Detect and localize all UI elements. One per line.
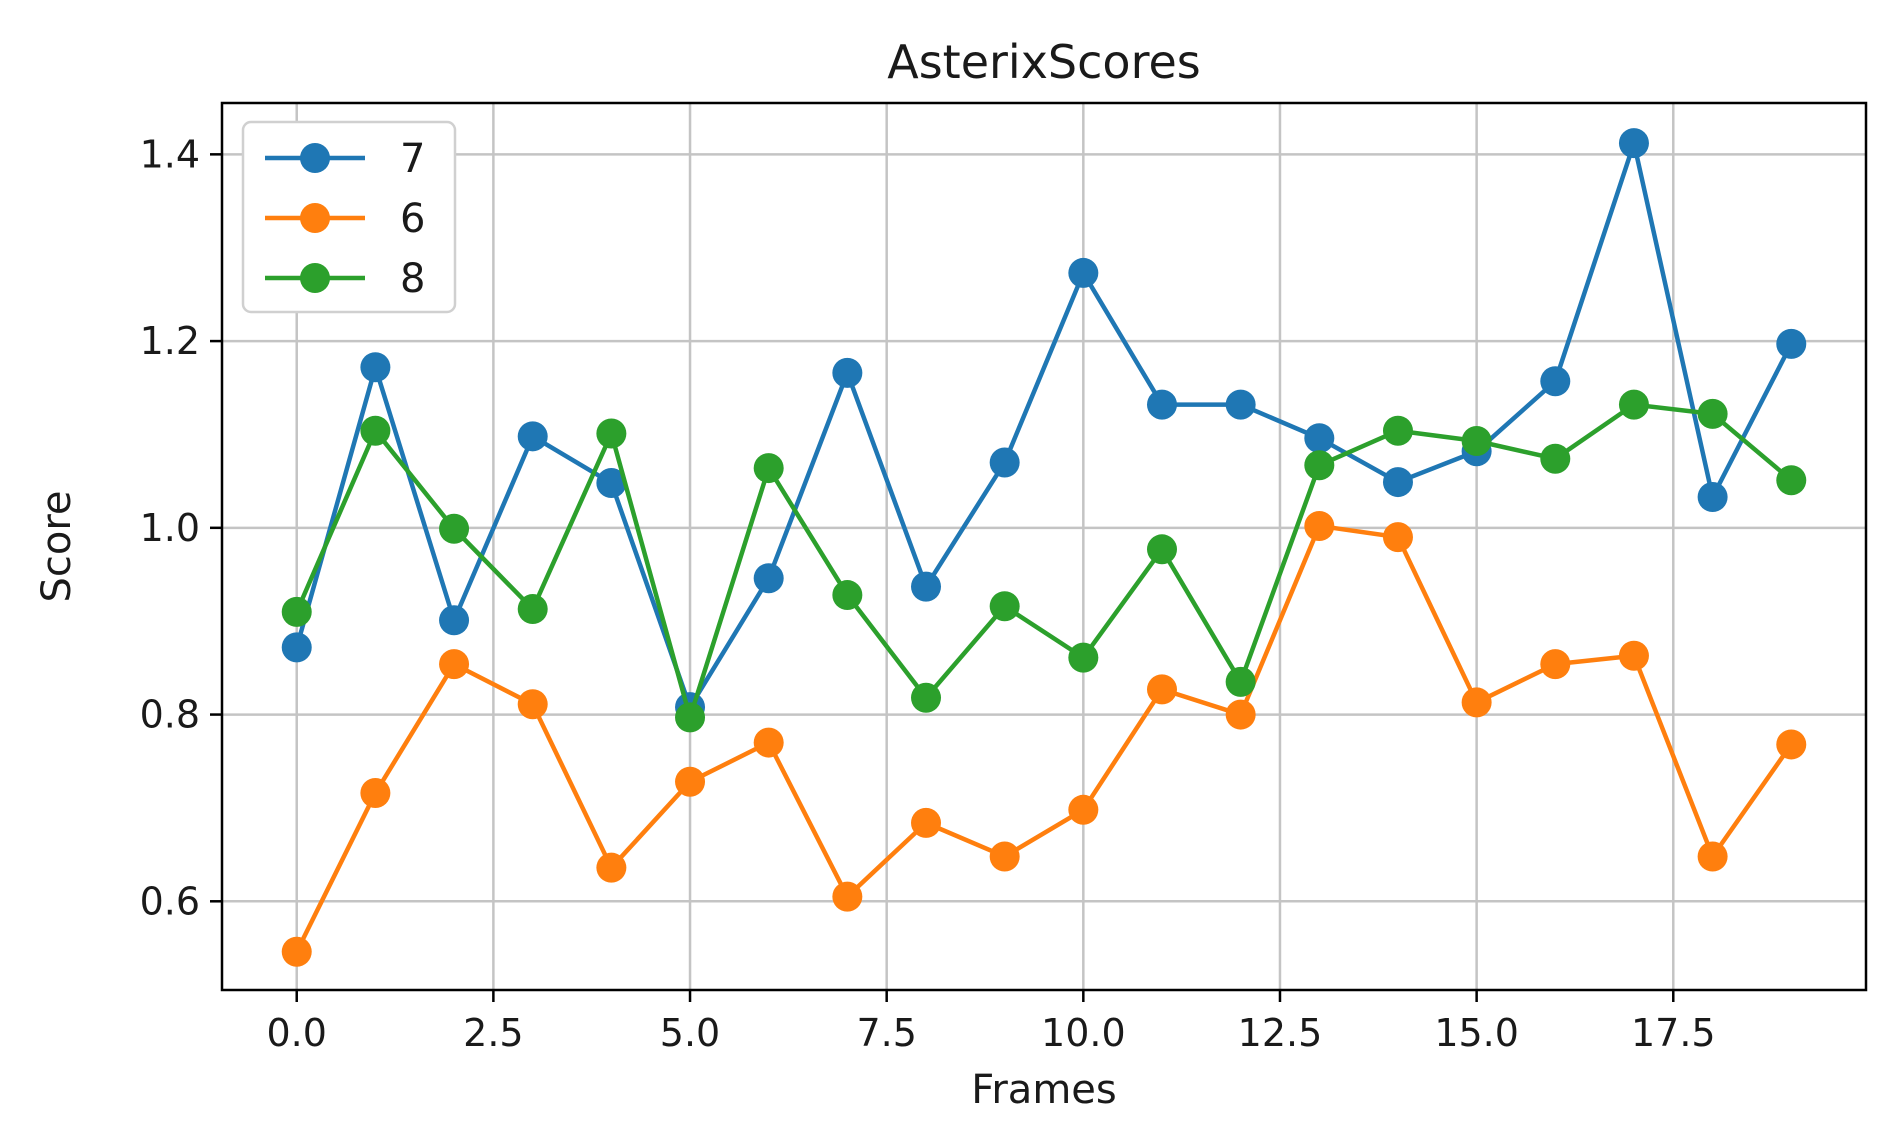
data-point xyxy=(1697,482,1728,513)
series-6 xyxy=(281,510,1807,967)
x-axis-label: Frames xyxy=(971,1067,1116,1113)
legend-marker xyxy=(300,143,330,173)
plot-area-frame xyxy=(220,101,1868,992)
y-axis-label: Score xyxy=(34,490,80,602)
x-tick-label: 5.0 xyxy=(660,1011,720,1055)
data-point xyxy=(675,766,706,797)
data-point xyxy=(1540,366,1571,397)
data-point xyxy=(439,605,470,636)
data-point xyxy=(989,447,1020,478)
data-point xyxy=(832,357,863,388)
data-point xyxy=(517,421,548,452)
y-tick-label: 0.6 xyxy=(140,879,200,923)
legend-entry: 6 xyxy=(265,196,425,242)
x-tick-label: 2.5 xyxy=(463,1011,523,1055)
data-point xyxy=(911,682,942,713)
data-point xyxy=(1146,389,1177,420)
y-tick-label: 1.0 xyxy=(140,506,200,550)
series-layer xyxy=(281,128,1807,967)
axis-ticks: 0.0 2.5 5.0 7.5 10.0 12.5 15.0 17.5 0.6 0.8 1.0 1.2… xyxy=(140,132,1716,1055)
series-line xyxy=(294,140,1794,710)
data-point xyxy=(281,596,312,627)
legend-label: 7 xyxy=(400,136,425,182)
data-point xyxy=(517,689,548,720)
data-point xyxy=(1304,423,1335,454)
data-point xyxy=(360,777,391,808)
legend: 7 6 8 xyxy=(241,120,457,314)
data-point xyxy=(753,563,784,594)
data-point xyxy=(1776,328,1807,359)
series-7 xyxy=(281,128,1807,723)
data-point xyxy=(1304,450,1335,481)
y-tick-label: 1.4 xyxy=(140,132,200,176)
data-point xyxy=(1461,425,1492,456)
data-point xyxy=(1618,128,1649,159)
data-point xyxy=(1146,674,1177,705)
data-point xyxy=(911,571,942,602)
data-point xyxy=(1618,640,1649,671)
data-point xyxy=(281,632,312,663)
data-point xyxy=(911,807,942,838)
data-point xyxy=(753,453,784,484)
data-point xyxy=(832,580,863,611)
data-point xyxy=(439,649,470,680)
data-point xyxy=(1382,415,1413,446)
y-tick-label: 0.8 xyxy=(140,693,200,737)
data-point xyxy=(360,352,391,383)
legend-marker xyxy=(300,203,330,233)
data-point xyxy=(439,513,470,544)
data-point xyxy=(1225,389,1256,420)
data-point xyxy=(1540,649,1571,680)
data-point xyxy=(1382,522,1413,553)
data-point xyxy=(1068,794,1099,825)
series-8 xyxy=(281,389,1807,733)
data-point xyxy=(1382,467,1413,498)
x-tick-label: 10.0 xyxy=(1041,1011,1126,1055)
y-tick-label: 1.2 xyxy=(140,319,200,363)
data-point xyxy=(1304,510,1335,541)
data-point xyxy=(1146,534,1177,565)
data-point xyxy=(832,881,863,912)
legend-label: 8 xyxy=(400,256,425,302)
x-tick-label: 0.0 xyxy=(267,1011,327,1055)
data-point xyxy=(1068,642,1099,673)
data-point xyxy=(281,936,312,967)
data-point xyxy=(596,418,627,449)
data-point xyxy=(1461,687,1492,718)
legend-marker xyxy=(300,263,330,293)
x-tick-label: 12.5 xyxy=(1238,1011,1323,1055)
chart-title: AsterixScores xyxy=(887,35,1201,89)
data-point xyxy=(1776,729,1807,760)
x-tick-label: 7.5 xyxy=(856,1011,916,1055)
legend-entry: 8 xyxy=(265,256,425,302)
legend-label: 6 xyxy=(400,196,425,242)
x-tick-label: 17.5 xyxy=(1631,1011,1716,1055)
legend-entry: 7 xyxy=(265,136,425,182)
data-point xyxy=(753,727,784,758)
data-point xyxy=(989,841,1020,872)
data-point xyxy=(596,468,627,499)
data-point xyxy=(1540,443,1571,474)
data-point xyxy=(989,591,1020,622)
data-point xyxy=(360,415,391,446)
grid-lines xyxy=(222,103,1866,990)
data-point xyxy=(1776,465,1807,496)
data-point xyxy=(1697,841,1728,872)
data-point xyxy=(1225,666,1256,697)
legend-entries: 7 6 8 xyxy=(265,136,425,302)
data-point xyxy=(1697,398,1728,429)
x-tick-label: 15.0 xyxy=(1434,1011,1519,1055)
data-point xyxy=(517,594,548,625)
data-point xyxy=(1225,699,1256,730)
data-point xyxy=(675,702,706,733)
data-point xyxy=(1068,257,1099,288)
data-point xyxy=(1618,389,1649,420)
data-point xyxy=(596,852,627,883)
